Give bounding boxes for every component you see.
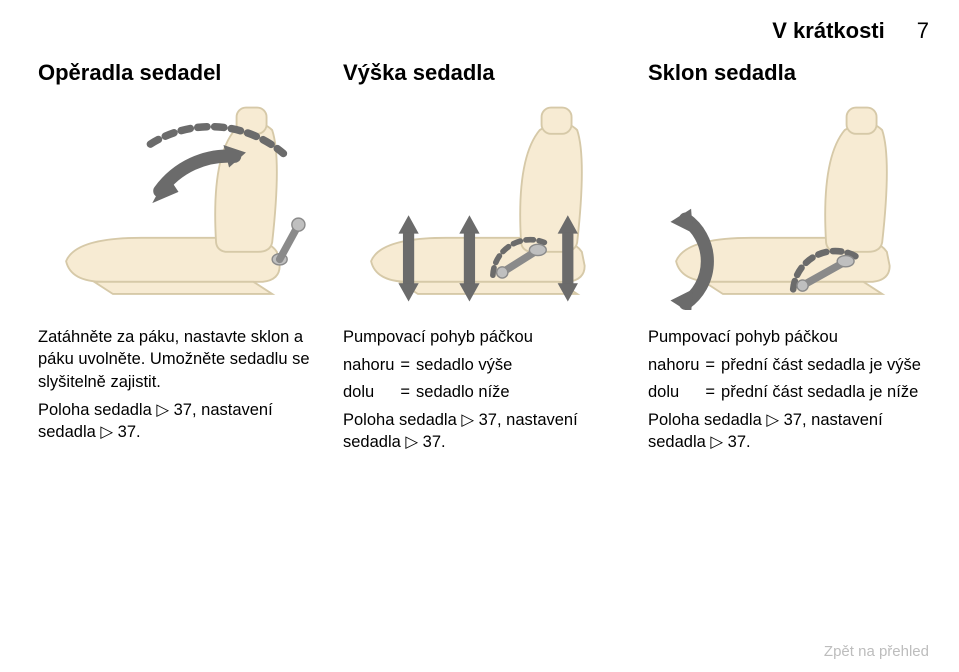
page-header: V krátkosti 7 bbox=[38, 18, 929, 44]
equals-sign: = bbox=[705, 354, 715, 376]
kv-value: přední část sedadla je výše bbox=[721, 354, 929, 376]
kv-table: nahoru = sedadlo výše dolu = sedadlo níž… bbox=[343, 354, 624, 403]
col-tilt: Sklon sedadla Pumpovací pohyb páčkou bbox=[648, 60, 929, 652]
kv-value: sedadlo výše bbox=[416, 354, 624, 376]
col-title: Sklon sedadla bbox=[648, 60, 929, 86]
seat-backrest-illustration bbox=[38, 100, 319, 310]
seat-tilt-illustration bbox=[648, 100, 929, 310]
seat-height-illustration bbox=[343, 100, 624, 310]
back-to-overview-link[interactable]: Zpět na přehled bbox=[824, 643, 929, 660]
col-title: Výška sedadla bbox=[343, 60, 624, 86]
kv-label: nahoru bbox=[343, 354, 394, 376]
kv-value: sedadlo níže bbox=[416, 381, 624, 403]
col-height: Výška sedadla bbox=[343, 60, 624, 652]
trailer-text: Poloha sedadla ▷ 37, nastavení sedadla ▷… bbox=[648, 409, 929, 454]
lead-text: Pumpovací pohyb páčkou bbox=[648, 326, 929, 348]
equals-sign: = bbox=[705, 381, 715, 403]
trailer-text: Poloha sedadla ▷ 37, nastavení sedadla ▷… bbox=[343, 409, 624, 454]
section-name: V krátkosti bbox=[772, 18, 885, 44]
col-body: Zatáhněte za páku, nastavte sklon a páku… bbox=[38, 326, 319, 449]
col-title: Opěradla sedadel bbox=[38, 60, 319, 86]
kv-table: nahoru = přední část sedadla je výše dol… bbox=[648, 354, 929, 403]
kv-label: dolu bbox=[343, 381, 394, 403]
paragraph: Zatáhněte za páku, nastavte sklon a páku… bbox=[38, 326, 319, 393]
col-body: Pumpovací pohyb páčkou nahoru = přední č… bbox=[648, 326, 929, 459]
kv-label: dolu bbox=[648, 381, 699, 403]
equals-sign: = bbox=[400, 381, 410, 403]
kv-value: přední část sedadla je níže bbox=[721, 381, 929, 403]
col-backrest: Opěradla sedadel bbox=[38, 60, 319, 652]
lead-text: Pumpovací pohyb páčkou bbox=[343, 326, 624, 348]
kv-label: nahoru bbox=[648, 354, 699, 376]
col-body: Pumpovací pohyb páčkou nahoru = sedadlo … bbox=[343, 326, 624, 459]
paragraph: Poloha sedadla ▷ 37, nastavení sedadla ▷… bbox=[38, 399, 319, 444]
equals-sign: = bbox=[400, 354, 410, 376]
page-number: 7 bbox=[917, 18, 929, 44]
